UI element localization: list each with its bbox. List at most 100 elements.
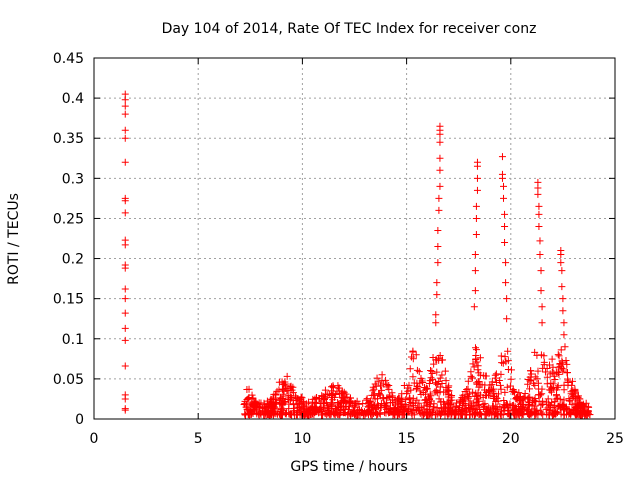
data-point — [121, 336, 129, 344]
data-point — [485, 410, 493, 418]
data-point — [436, 388, 444, 396]
data-point — [279, 390, 287, 398]
data-point — [501, 239, 509, 247]
data-point — [345, 406, 353, 414]
data-point — [331, 393, 339, 401]
data-point — [347, 410, 355, 418]
data-point — [295, 404, 303, 412]
data-point — [309, 395, 317, 403]
data-point — [298, 400, 306, 408]
data-point — [510, 401, 518, 409]
data-point — [321, 396, 329, 404]
data-point — [534, 379, 542, 387]
data-point — [436, 154, 444, 162]
data-point — [265, 411, 273, 419]
y-tick-label: 0.4 — [62, 91, 84, 107]
y-tick-label: 0.05 — [53, 372, 84, 388]
data-point — [511, 388, 519, 396]
data-point — [538, 303, 546, 311]
data-point — [121, 324, 129, 332]
data-point — [502, 259, 510, 267]
data-point — [491, 371, 499, 379]
data-point — [410, 402, 418, 410]
data-point — [359, 399, 367, 407]
data-point — [472, 202, 480, 210]
data-point — [501, 222, 509, 230]
data-point — [351, 410, 359, 418]
data-point — [536, 251, 544, 259]
data-point — [355, 400, 363, 408]
data-point — [121, 395, 129, 403]
data-point — [500, 401, 508, 409]
data-point — [512, 395, 520, 403]
data-point — [549, 363, 557, 371]
data-point — [509, 387, 517, 395]
data-point — [285, 405, 293, 413]
data-point — [552, 408, 560, 416]
data-point — [536, 237, 544, 245]
data-point — [445, 387, 453, 395]
data-point — [474, 366, 482, 374]
data-point — [548, 398, 556, 406]
data-point — [247, 408, 255, 416]
data-point — [295, 397, 303, 405]
data-point — [561, 343, 569, 351]
data-point — [313, 407, 321, 415]
data-point — [532, 411, 540, 419]
data-point — [503, 383, 511, 391]
data-point — [346, 394, 354, 402]
data-point — [447, 400, 455, 408]
data-point — [558, 400, 566, 408]
data-point — [439, 398, 447, 406]
data-point — [423, 384, 431, 392]
data-point — [262, 409, 270, 417]
data-point — [408, 409, 416, 417]
data-point — [409, 355, 417, 363]
data-point — [388, 389, 396, 397]
data-point — [527, 367, 535, 375]
data-point — [481, 400, 489, 408]
data-point — [433, 368, 441, 376]
data-point — [558, 267, 566, 275]
data-point — [284, 394, 292, 402]
data-point — [366, 398, 374, 406]
data-point — [323, 401, 331, 409]
data-point — [537, 267, 545, 275]
x-tick-label: 0 — [90, 431, 99, 447]
data-point — [369, 383, 377, 391]
data-point — [525, 407, 533, 415]
data-point — [468, 374, 476, 382]
data-point — [448, 396, 456, 404]
data-point — [560, 365, 568, 373]
data-point — [121, 264, 129, 272]
data-point — [297, 393, 305, 401]
data-point — [286, 411, 294, 419]
data-point — [435, 395, 443, 403]
data-point — [365, 399, 373, 407]
data-point — [432, 311, 440, 319]
data-point — [121, 158, 129, 166]
data-point — [374, 410, 382, 418]
data-point — [579, 402, 587, 410]
data-point — [501, 388, 509, 396]
data-point — [279, 400, 287, 408]
data-point — [370, 409, 378, 417]
data-point — [501, 353, 509, 361]
data-point — [417, 374, 425, 382]
data-point — [436, 166, 444, 174]
data-point — [249, 401, 257, 409]
data-point — [374, 395, 382, 403]
data-point — [550, 372, 558, 380]
data-point — [571, 386, 579, 394]
data-point — [415, 368, 423, 376]
data-point — [459, 397, 467, 405]
data-point — [121, 102, 129, 110]
data-point — [500, 397, 508, 405]
data-point — [572, 411, 580, 419]
data-point — [551, 376, 559, 384]
data-point — [506, 382, 514, 390]
data-point — [257, 399, 265, 407]
data-point — [337, 398, 345, 406]
data-point — [546, 383, 554, 391]
data-point — [534, 184, 542, 192]
